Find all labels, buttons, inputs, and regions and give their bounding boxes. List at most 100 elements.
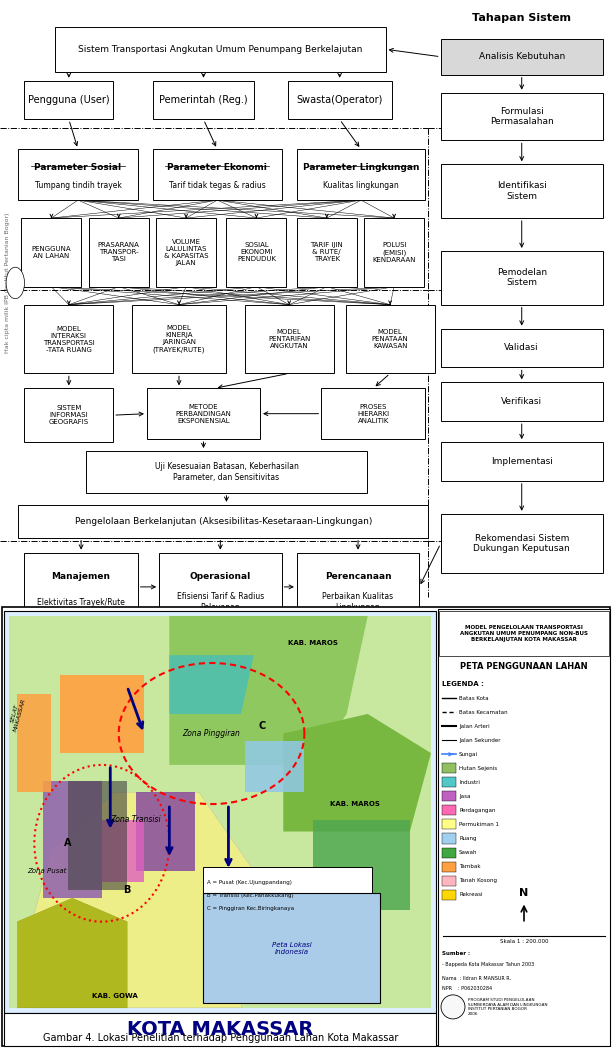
Text: Elektivitas Trayek/Rute: Elektivitas Trayek/Rute — [37, 597, 125, 607]
Text: MODEL PENGELOLAAN TRANSPORTASI
ANGKUTAN UMUM PENUMPANG NON-BUS
BERKELANJUTAN KOT: MODEL PENGELOLAAN TRANSPORTASI ANGKUTAN … — [460, 626, 588, 641]
Text: Gambar 4. Lokasi Penelitian terhadap Penggunaan Lahan Kota Makassar: Gambar 4. Lokasi Penelitian terhadap Pen… — [43, 1032, 398, 1043]
Bar — [442, 848, 456, 857]
Text: Rekomendasi Sistem
Dukungan Keputusan: Rekomendasi Sistem Dukungan Keputusan — [473, 533, 570, 553]
Bar — [245, 305, 334, 373]
Text: Swasta(Operator): Swasta(Operator) — [296, 95, 383, 105]
Text: Permukiman 1: Permukiman 1 — [459, 822, 499, 827]
Bar — [153, 81, 254, 119]
Bar — [89, 218, 149, 287]
Text: MODEL
KINERJA
JARINGAN
(TRAYEK/RUTE): MODEL KINERJA JARINGAN (TRAYEK/RUTE) — [153, 325, 205, 353]
Text: KAB. MAROS: KAB. MAROS — [288, 640, 338, 647]
Text: Analisis Kebutuhan: Analisis Kebutuhan — [479, 52, 565, 61]
Text: Pengelolaan Berkelanjutan (Aksesibilitas-Kesetaraan-Lingkungan): Pengelolaan Berkelanjutan (Aksesibilitas… — [75, 517, 372, 526]
Polygon shape — [17, 695, 51, 792]
Bar — [203, 893, 381, 1003]
Text: SISTEM
INFORMASI
GEOGRAFIS: SISTEM INFORMASI GEOGRAFIS — [49, 406, 89, 425]
Bar — [441, 250, 603, 305]
Text: Operasional: Operasional — [190, 572, 251, 581]
Bar — [159, 552, 282, 621]
Polygon shape — [170, 655, 254, 714]
Bar — [4, 1013, 436, 1046]
Polygon shape — [313, 820, 410, 910]
Text: Tarif tidak tegas & radius: Tarif tidak tegas & radius — [169, 181, 266, 191]
Text: Batas Kecamatan: Batas Kecamatan — [459, 709, 507, 715]
Bar — [55, 27, 386, 71]
Bar — [441, 92, 603, 140]
Bar — [442, 890, 456, 899]
Bar — [153, 150, 282, 200]
Text: Sumber :: Sumber : — [442, 952, 470, 956]
Bar — [4, 611, 436, 1013]
Text: MODEL
INTERAKSI
TRANSPORTASI
-TATA RUANG: MODEL INTERAKSI TRANSPORTASI -TATA RUANG — [43, 326, 95, 352]
Text: Pemodelan
Sistem: Pemodelan Sistem — [497, 268, 547, 287]
Text: C: C — [259, 721, 266, 730]
Bar — [442, 833, 456, 844]
Text: Perdagangan: Perdagangan — [459, 808, 496, 813]
Text: B: B — [124, 886, 131, 895]
Text: Hutan Sejenis: Hutan Sejenis — [459, 766, 497, 771]
Text: Pemerintah (Reg.): Pemerintah (Reg.) — [159, 95, 248, 105]
Bar — [147, 389, 260, 439]
Polygon shape — [136, 792, 195, 871]
Text: - Bappeda Kota Makassar Tahun 2003: - Bappeda Kota Makassar Tahun 2003 — [442, 962, 534, 967]
Bar — [226, 218, 286, 287]
Text: Ruang: Ruang — [459, 836, 477, 840]
Bar — [441, 514, 603, 573]
Text: Implementasi: Implementasi — [491, 457, 553, 466]
Text: B = Transisi (Kec.Panakkukang): B = Transisi (Kec.Panakkukang) — [207, 893, 294, 898]
Polygon shape — [59, 675, 144, 754]
Bar — [297, 552, 419, 621]
Text: KAB. MAROS: KAB. MAROS — [330, 801, 380, 807]
Circle shape — [441, 995, 465, 1019]
Polygon shape — [283, 714, 431, 831]
Text: POLUSI
(EMISI)
KENDARAAN: POLUSI (EMISI) KENDARAAN — [372, 242, 416, 263]
Bar — [24, 552, 138, 621]
Text: PROGRAM STUDI PENGELOLAAN
SUMBERDAYA ALAM DAN LINGKUNGAN
INSTITUT PERTANIAN BOGO: PROGRAM STUDI PENGELOLAAN SUMBERDAYA ALA… — [468, 998, 548, 1016]
Text: PENGGUNA
AN LAHAN: PENGGUNA AN LAHAN — [32, 246, 71, 259]
Text: Sawah: Sawah — [459, 850, 477, 855]
Text: Tahapan Sistem: Tahapan Sistem — [472, 13, 571, 23]
Text: Jalan Sekunder: Jalan Sekunder — [459, 738, 501, 743]
Text: Peta Lokasi
Indonesia: Peta Lokasi Indonesia — [272, 941, 312, 955]
Text: Verifikasi: Verifikasi — [501, 397, 542, 407]
Text: MODEL
PENTARIFAN
ANGKUTAN: MODEL PENTARIFAN ANGKUTAN — [268, 329, 310, 349]
Bar — [441, 383, 603, 421]
Text: Tambak: Tambak — [459, 864, 480, 869]
Text: C = Pinggiran Kec.Biringkanaya: C = Pinggiran Kec.Biringkanaya — [207, 907, 294, 912]
Text: Gambar 3. Kerangka Pendekatan Sistem Penelitian: Gambar 3. Kerangka Pendekatan Sistem Pen… — [84, 685, 368, 695]
Text: PROSES
HIERARKI
ANALITIK: PROSES HIERARKI ANALITIK — [357, 403, 389, 423]
Bar — [442, 806, 456, 815]
Text: Perbaikan Kualitas
Lingkungan: Perbaikan Kualitas Lingkungan — [323, 592, 394, 612]
Bar — [86, 451, 367, 493]
Text: Perencanaan: Perencanaan — [325, 572, 391, 581]
Text: PETA PENGGUNAAN LAHAN: PETA PENGGUNAAN LAHAN — [460, 661, 588, 671]
Text: Efisiensi Tarif & Radius
Pelayanan: Efisiensi Tarif & Radius Pelayanan — [177, 592, 264, 612]
Text: Identifikasi
Sistem: Identifikasi Sistem — [497, 181, 547, 201]
Bar — [24, 389, 113, 442]
Polygon shape — [17, 898, 127, 1008]
Polygon shape — [68, 781, 127, 891]
Text: MODEL
PENATAAN
KAWASAN: MODEL PENATAAN KAWASAN — [371, 329, 409, 349]
Bar — [297, 150, 425, 200]
Text: METODE
PERBANDINGAN
EKSPONENSIAL: METODE PERBANDINGAN EKSPONENSIAL — [176, 403, 231, 423]
Bar — [132, 305, 226, 373]
Bar — [297, 218, 357, 287]
Text: Batas Kota: Batas Kota — [459, 696, 488, 701]
Text: Zona Transisi: Zona Transisi — [110, 815, 161, 825]
Bar — [24, 81, 113, 119]
Bar — [21, 218, 81, 287]
Text: SOSIAL
EKONOMI
PENDUDUK: SOSIAL EKONOMI PENDUDUK — [237, 242, 276, 262]
Text: Jalan Arteri: Jalan Arteri — [459, 724, 490, 728]
Text: Sungai: Sungai — [459, 751, 478, 757]
Bar — [346, 305, 435, 373]
Bar — [442, 763, 456, 773]
Text: Pengguna (User): Pengguna (User) — [28, 95, 110, 105]
Bar — [364, 218, 424, 287]
Bar — [18, 150, 138, 200]
Text: Skala 1 : 200.000: Skala 1 : 200.000 — [500, 939, 548, 944]
Bar — [288, 81, 392, 119]
Text: PRASARANA
TRANSPOR-
TASI: PRASARANA TRANSPOR- TASI — [98, 242, 140, 262]
Polygon shape — [30, 792, 254, 1008]
Text: Industri: Industri — [459, 780, 480, 785]
Bar — [441, 442, 603, 481]
